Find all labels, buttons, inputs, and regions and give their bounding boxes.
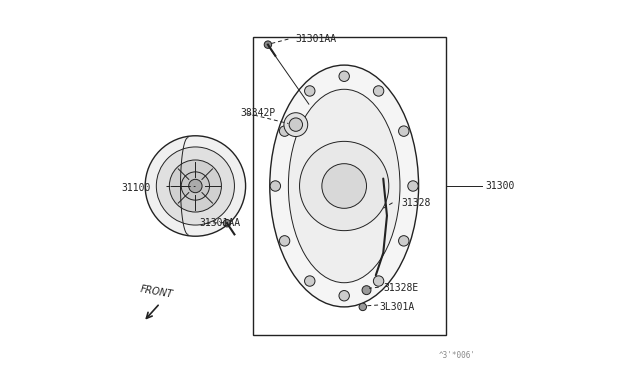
Circle shape — [399, 126, 409, 137]
Circle shape — [280, 236, 290, 246]
Text: 31301AA: 31301AA — [296, 34, 337, 44]
Ellipse shape — [270, 65, 419, 307]
Text: 31328: 31328 — [402, 198, 431, 208]
Circle shape — [373, 276, 384, 286]
Text: 31300: 31300 — [486, 181, 515, 191]
Text: 38342P: 38342P — [240, 109, 275, 118]
Circle shape — [399, 236, 409, 246]
Circle shape — [305, 276, 315, 286]
Circle shape — [270, 181, 280, 191]
Bar — [253, 37, 447, 335]
Circle shape — [170, 160, 221, 212]
Text: ^3'*006': ^3'*006' — [439, 351, 476, 360]
Circle shape — [359, 303, 367, 311]
Circle shape — [339, 71, 349, 81]
Circle shape — [305, 86, 315, 96]
Circle shape — [408, 181, 418, 191]
Circle shape — [284, 113, 308, 137]
Text: FRONT: FRONT — [139, 284, 173, 300]
Circle shape — [181, 172, 209, 200]
Circle shape — [280, 126, 290, 137]
Circle shape — [373, 86, 384, 96]
Circle shape — [289, 118, 303, 131]
Circle shape — [189, 179, 202, 193]
Text: 31100: 31100 — [122, 183, 151, 193]
Circle shape — [339, 291, 349, 301]
Circle shape — [264, 41, 271, 48]
Ellipse shape — [289, 89, 400, 283]
Text: 31301AA: 31301AA — [199, 218, 240, 228]
Text: 31328E: 31328E — [383, 283, 419, 293]
Circle shape — [156, 147, 234, 225]
Circle shape — [362, 286, 371, 295]
Circle shape — [300, 141, 389, 231]
Text: 3L301A: 3L301A — [380, 302, 415, 312]
Circle shape — [145, 136, 246, 236]
Circle shape — [223, 219, 231, 227]
Circle shape — [322, 164, 367, 208]
